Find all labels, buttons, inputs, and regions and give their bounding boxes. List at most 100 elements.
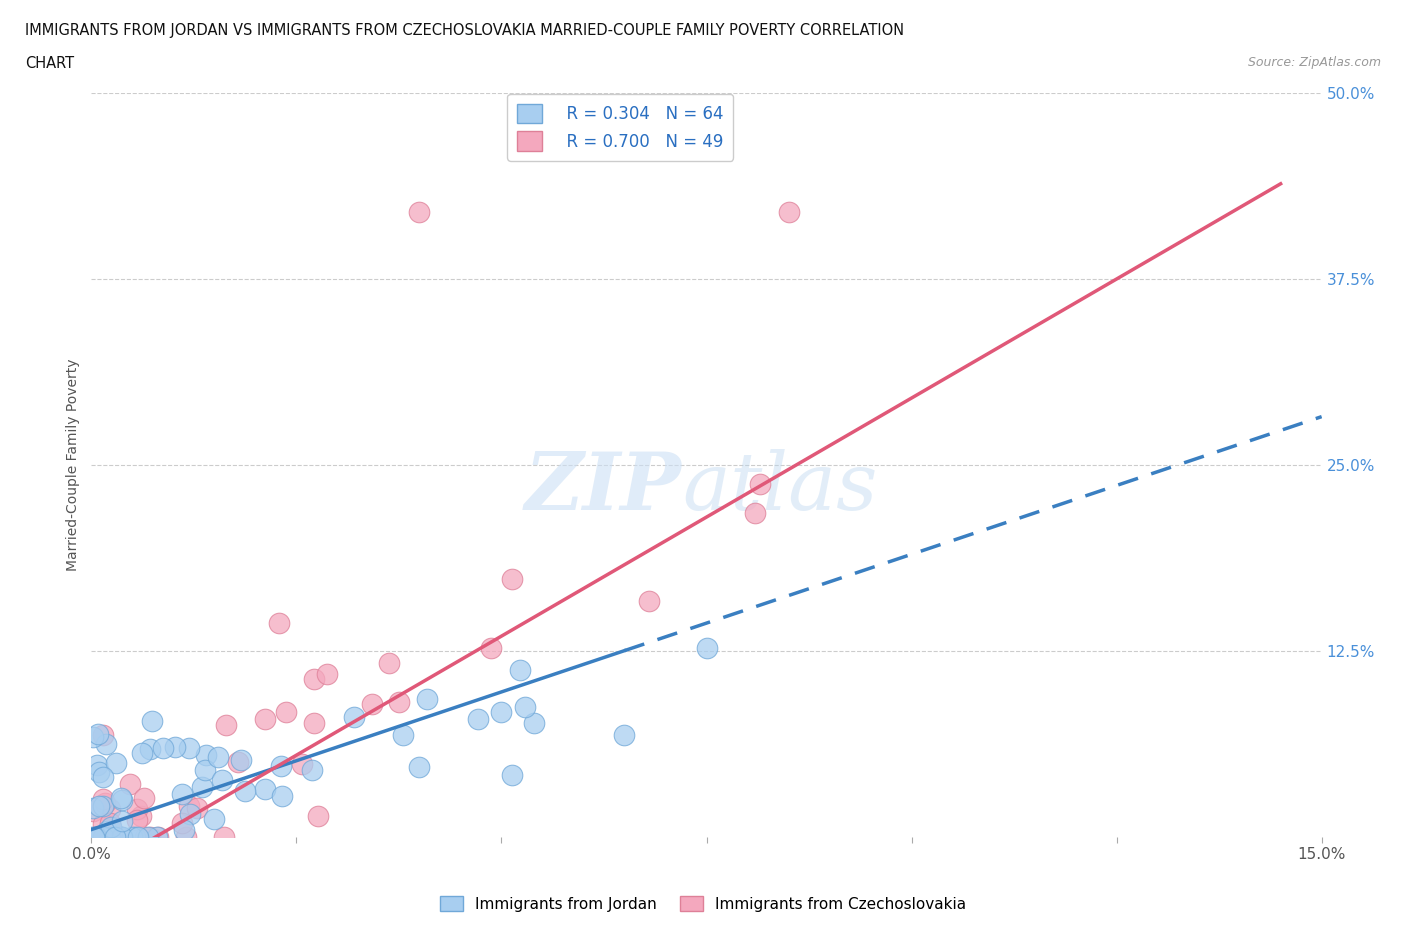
- Point: [87, 798, 110, 813]
- Point: [215, 718, 238, 733]
- Text: Source: ZipAtlas.com: Source: ZipAtlas.com: [1247, 56, 1381, 69]
- Point: [302, 671, 325, 686]
- Point: [291, 757, 314, 772]
- Point: [94, 830, 117, 844]
- Point: [91, 770, 114, 785]
- Point: [233, 784, 256, 799]
- Point: [194, 763, 217, 777]
- Point: [110, 792, 132, 807]
- Point: [148, 830, 170, 844]
- Point: [270, 758, 292, 773]
- Point: [377, 656, 399, 671]
- Point: [229, 752, 252, 767]
- Point: [316, 667, 339, 682]
- Point: [613, 727, 636, 742]
- Point: [174, 830, 197, 844]
- Point: [501, 768, 523, 783]
- Point: [104, 756, 127, 771]
- Point: [141, 713, 163, 728]
- Point: [139, 830, 162, 844]
- Point: [111, 830, 134, 844]
- Point: [110, 830, 132, 844]
- Point: [638, 593, 661, 608]
- Point: [127, 812, 149, 827]
- Point: [110, 830, 132, 844]
- Point: [100, 819, 122, 834]
- Point: [108, 830, 131, 844]
- Point: [695, 641, 717, 656]
- Point: [254, 711, 277, 726]
- Point: [80, 830, 103, 844]
- Legend: Immigrants from Jordan, Immigrants from Czechoslovakia: Immigrants from Jordan, Immigrants from …: [434, 889, 972, 918]
- Point: [86, 830, 108, 844]
- Point: [513, 700, 536, 715]
- Point: [509, 663, 531, 678]
- Point: [214, 830, 236, 844]
- Point: [163, 739, 186, 754]
- Point: [392, 727, 415, 742]
- Point: [86, 757, 108, 772]
- Point: [83, 830, 105, 844]
- Point: [202, 812, 225, 827]
- Point: [361, 697, 384, 711]
- Point: [177, 740, 200, 755]
- Point: [138, 830, 160, 844]
- Point: [83, 830, 105, 844]
- Point: [179, 798, 201, 813]
- Point: [152, 740, 174, 755]
- Point: [269, 616, 291, 631]
- Point: [132, 790, 155, 805]
- Point: [408, 760, 430, 775]
- Point: [91, 791, 114, 806]
- Point: [172, 786, 194, 801]
- Text: atlas: atlas: [682, 448, 877, 526]
- Point: [307, 809, 329, 824]
- Point: [778, 205, 800, 219]
- Point: [172, 816, 194, 830]
- Point: [131, 746, 153, 761]
- Point: [94, 830, 117, 844]
- Point: [253, 781, 276, 796]
- Point: [86, 830, 108, 844]
- Point: [89, 764, 111, 779]
- Point: [467, 711, 489, 726]
- Point: [98, 802, 121, 817]
- Point: [388, 695, 411, 710]
- Point: [146, 830, 169, 844]
- Point: [87, 830, 110, 844]
- Point: [501, 572, 523, 587]
- Point: [207, 750, 229, 764]
- Point: [744, 505, 766, 520]
- Point: [191, 780, 214, 795]
- Point: [127, 802, 149, 817]
- Point: [86, 727, 108, 742]
- Point: [108, 830, 131, 844]
- Point: [110, 790, 132, 805]
- Point: [121, 830, 143, 844]
- Point: [91, 830, 114, 844]
- Point: [104, 830, 127, 844]
- Point: [226, 754, 249, 769]
- Point: [749, 476, 772, 491]
- Point: [129, 809, 152, 824]
- Point: [82, 804, 104, 818]
- Point: [82, 730, 104, 745]
- Text: ZIP: ZIP: [524, 448, 682, 526]
- Point: [173, 823, 195, 838]
- Point: [416, 692, 439, 707]
- Y-axis label: Married-Couple Family Poverty: Married-Couple Family Poverty: [66, 359, 80, 571]
- Point: [211, 773, 233, 788]
- Point: [111, 814, 134, 829]
- Point: [118, 777, 141, 791]
- Point: [108, 830, 131, 844]
- Point: [276, 705, 298, 720]
- Point: [98, 816, 121, 830]
- Point: [186, 801, 208, 816]
- Point: [179, 807, 201, 822]
- Point: [91, 830, 114, 844]
- Point: [94, 795, 117, 810]
- Point: [87, 830, 110, 844]
- Legend:   R = 0.304   N = 64,   R = 0.700   N = 49: R = 0.304 N = 64, R = 0.700 N = 49: [508, 94, 734, 161]
- Text: CHART: CHART: [25, 56, 75, 71]
- Point: [523, 715, 546, 730]
